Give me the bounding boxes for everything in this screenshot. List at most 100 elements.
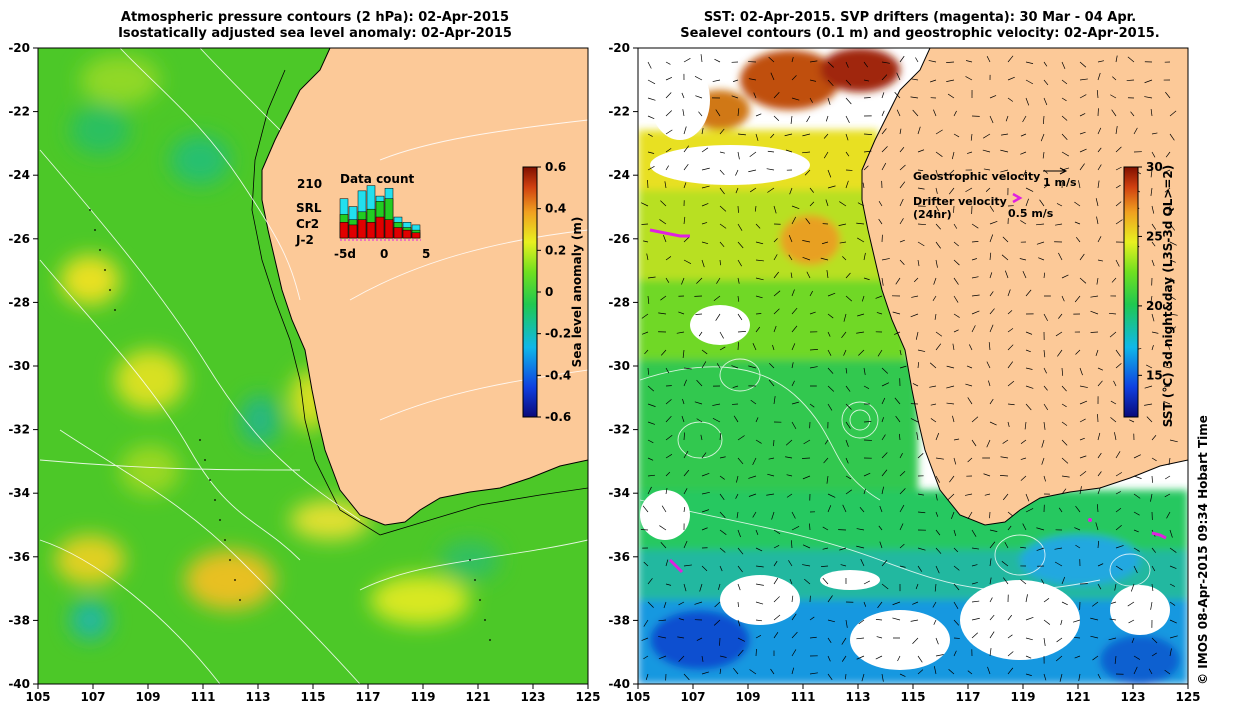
velocity-arrow — [665, 487, 668, 495]
velocity-arrow — [665, 61, 671, 65]
velocity-arrow — [1002, 236, 1009, 243]
bar-j2 — [411, 232, 421, 239]
velocity-arrow — [1151, 583, 1154, 592]
velocity-arrow — [935, 457, 944, 460]
velocity-arrow — [881, 74, 888, 81]
velocity-arrow — [1000, 456, 1009, 459]
velocity-arrow — [1130, 583, 1135, 592]
velocity-arrow — [802, 564, 811, 567]
velocity-arrow — [647, 601, 654, 608]
velocity-arrow — [1115, 166, 1122, 171]
velocity-arrow — [899, 523, 904, 531]
velocity-arrow — [678, 655, 685, 662]
velocity-arrow — [1043, 313, 1048, 322]
coastline-sst — [861, 48, 1188, 526]
velocity-arrow — [935, 169, 939, 178]
velocity-arrow — [845, 272, 851, 279]
velocity-arrow — [953, 133, 960, 138]
velocity-arrow — [1079, 486, 1082, 495]
velocity-arrow — [1097, 259, 1104, 262]
velocity-arrow — [971, 529, 977, 537]
velocity-arrow — [1115, 491, 1121, 495]
velocity-arrow — [1114, 432, 1117, 441]
velocity-arrow — [773, 254, 778, 261]
right-lat-label: -24 — [608, 168, 630, 182]
velocity-arrow — [1025, 61, 1034, 64]
velocity-arrow — [719, 511, 726, 519]
velocity-arrow — [1059, 673, 1063, 682]
velocity-arrow — [719, 655, 727, 658]
velocity-arrow — [713, 295, 721, 302]
velocity-arrow — [737, 295, 740, 302]
left-lon-label: 107 — [80, 690, 105, 704]
velocity-arrow — [683, 379, 687, 387]
velocity-arrow — [1090, 295, 1099, 298]
velocity-arrow — [1164, 187, 1171, 193]
velocity-arrow — [857, 202, 865, 207]
velocity-arrow — [791, 525, 800, 531]
velocity-arrow — [665, 256, 672, 261]
velocity-arrow — [1151, 475, 1153, 483]
velocity-arrow — [737, 330, 746, 333]
velocity-arrow — [917, 493, 924, 496]
velocity-arrow — [1096, 216, 1099, 225]
velocity-arrow — [1025, 673, 1032, 676]
velocity-arrow — [737, 547, 744, 555]
velocity-arrow — [1151, 565, 1156, 572]
bar-j2 — [348, 224, 358, 239]
velocity-arrow — [863, 61, 869, 68]
velocity-arrow — [932, 295, 937, 301]
velocity-arrow — [1075, 544, 1081, 549]
velocity-arrow — [754, 205, 757, 212]
velocity-arrow — [1090, 635, 1099, 639]
velocity-arrow — [881, 277, 884, 286]
velocity-arrow — [845, 367, 848, 374]
velocity-arrow — [1007, 55, 1014, 63]
velocity-arrow — [700, 54, 703, 63]
velocity-arrow — [665, 148, 672, 153]
velocity-arrow — [714, 601, 721, 608]
velocity-arrow — [682, 398, 685, 405]
velocity-arrow — [953, 259, 960, 266]
velocity-arrow — [896, 72, 901, 81]
velocity-arrow — [989, 252, 992, 261]
right-lon-label: 117 — [955, 690, 980, 704]
velocity-arrow — [802, 475, 811, 480]
velocity-arrow — [701, 147, 709, 153]
velocity-arrow — [1150, 169, 1153, 178]
velocity-arrow — [1061, 488, 1067, 495]
velocity-arrow — [665, 583, 672, 586]
sla-colorbar-tick-label: -0.2 — [545, 327, 571, 341]
sla-colorbar-tick-label: -0.6 — [545, 410, 571, 424]
velocity-arrow — [665, 92, 672, 99]
velocity-arrow — [661, 505, 667, 513]
velocity-arrow — [899, 470, 906, 477]
velocity-arrow — [1025, 655, 1032, 659]
velocity-arrow — [839, 201, 847, 207]
velocity-arrow — [1025, 349, 1031, 353]
velocity-arrow — [1115, 55, 1118, 63]
velocity-arrow — [790, 115, 793, 124]
velocity-arrow — [894, 397, 901, 405]
velocity-arrow — [948, 187, 955, 195]
left-lat-label: -40 — [8, 677, 30, 691]
velocity-arrow — [716, 277, 721, 284]
velocity-arrow — [719, 187, 725, 195]
velocity-arrow — [912, 637, 919, 645]
velocity-arrow — [856, 528, 865, 531]
velocity-arrow — [791, 380, 795, 387]
velocity-arrow — [755, 529, 759, 536]
sst-colorbar-tick-label: 30 — [1146, 160, 1163, 174]
velocity-arrow — [1043, 272, 1046, 279]
velocity-arrow — [772, 344, 775, 351]
velocity-arrow — [1131, 637, 1135, 644]
velocity-arrow — [1020, 151, 1027, 155]
velocity-arrow — [1133, 493, 1141, 499]
velocity-arrow — [1169, 223, 1176, 231]
velocity-arrow — [841, 655, 847, 662]
velocity-arrow — [1025, 331, 1033, 335]
velocity-arrow — [895, 415, 901, 423]
velocity-arrow — [773, 614, 781, 621]
velocity-arrow — [971, 276, 979, 279]
